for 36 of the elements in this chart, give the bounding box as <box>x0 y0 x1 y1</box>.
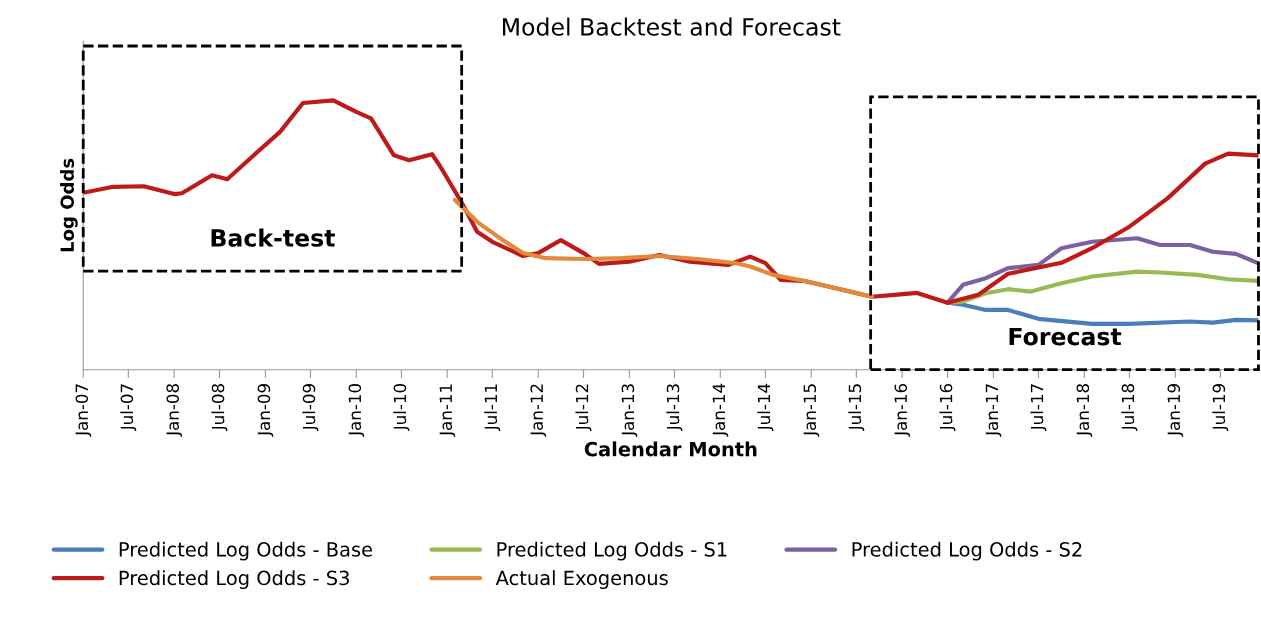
legend-label: Predicted Log Odds - S1 <box>497 541 727 561</box>
legend-label: Predicted Log Odds - Base <box>119 541 373 561</box>
annotation: Forecast <box>1009 327 1122 346</box>
x-tick-label: Jul-14 <box>757 383 774 432</box>
annotation: Back-test <box>211 228 335 247</box>
chart-title: Model Backtest and Forecast <box>502 17 841 36</box>
x-tick-label: Jan-11 <box>439 384 456 437</box>
x-tick-label: Jan-10 <box>348 384 365 437</box>
x-tick-label: Jul-08 <box>211 384 228 432</box>
x-tick-label: Jan-09 <box>257 384 274 437</box>
x-tick-label: Jul-19 <box>1212 384 1229 432</box>
x-tick-label: Jan-08 <box>166 384 183 437</box>
x-tick-label: Jan-13 <box>621 384 638 437</box>
x-tick-label: Jul-17 <box>1030 384 1047 432</box>
x-tick-label: Jul-09 <box>302 384 319 432</box>
x-tick-label: Jan-18 <box>1076 384 1093 437</box>
x-axis-title: Calendar Month <box>584 441 757 457</box>
x-tick-label: Jul-16 <box>939 383 956 432</box>
x-tick-label: Jan-07 <box>75 384 92 437</box>
legend-label: Predicted Log Odds - S3 <box>119 570 349 590</box>
x-tick-label: Jan-12 <box>530 384 547 437</box>
x-tick-label: Jul-12 <box>575 384 592 432</box>
x-tick-label: Jan-16 <box>894 383 911 437</box>
x-tick-label: Jan-14 <box>712 383 729 437</box>
x-tick-label: Jul-13 <box>666 384 683 432</box>
x-tick-label: Jul-11 <box>484 384 501 432</box>
legend-label: Actual Exogenous <box>495 570 668 590</box>
x-tick-label: Jan-19 <box>1167 384 1184 437</box>
x-tick-label: Jul-10 <box>393 384 410 432</box>
x-tick-label: Jan-15 <box>803 384 820 437</box>
x-tick-label: Jan-17 <box>985 384 1002 437</box>
x-tick-label: Jul-07 <box>120 384 137 432</box>
x-tick-label: Jul-18 <box>1121 384 1138 432</box>
x-tick-label: Jul-15 <box>848 384 865 432</box>
y-axis-title: Log Odds <box>60 158 78 252</box>
legend-label: Predicted Log Odds - S2 <box>852 541 1082 561</box>
